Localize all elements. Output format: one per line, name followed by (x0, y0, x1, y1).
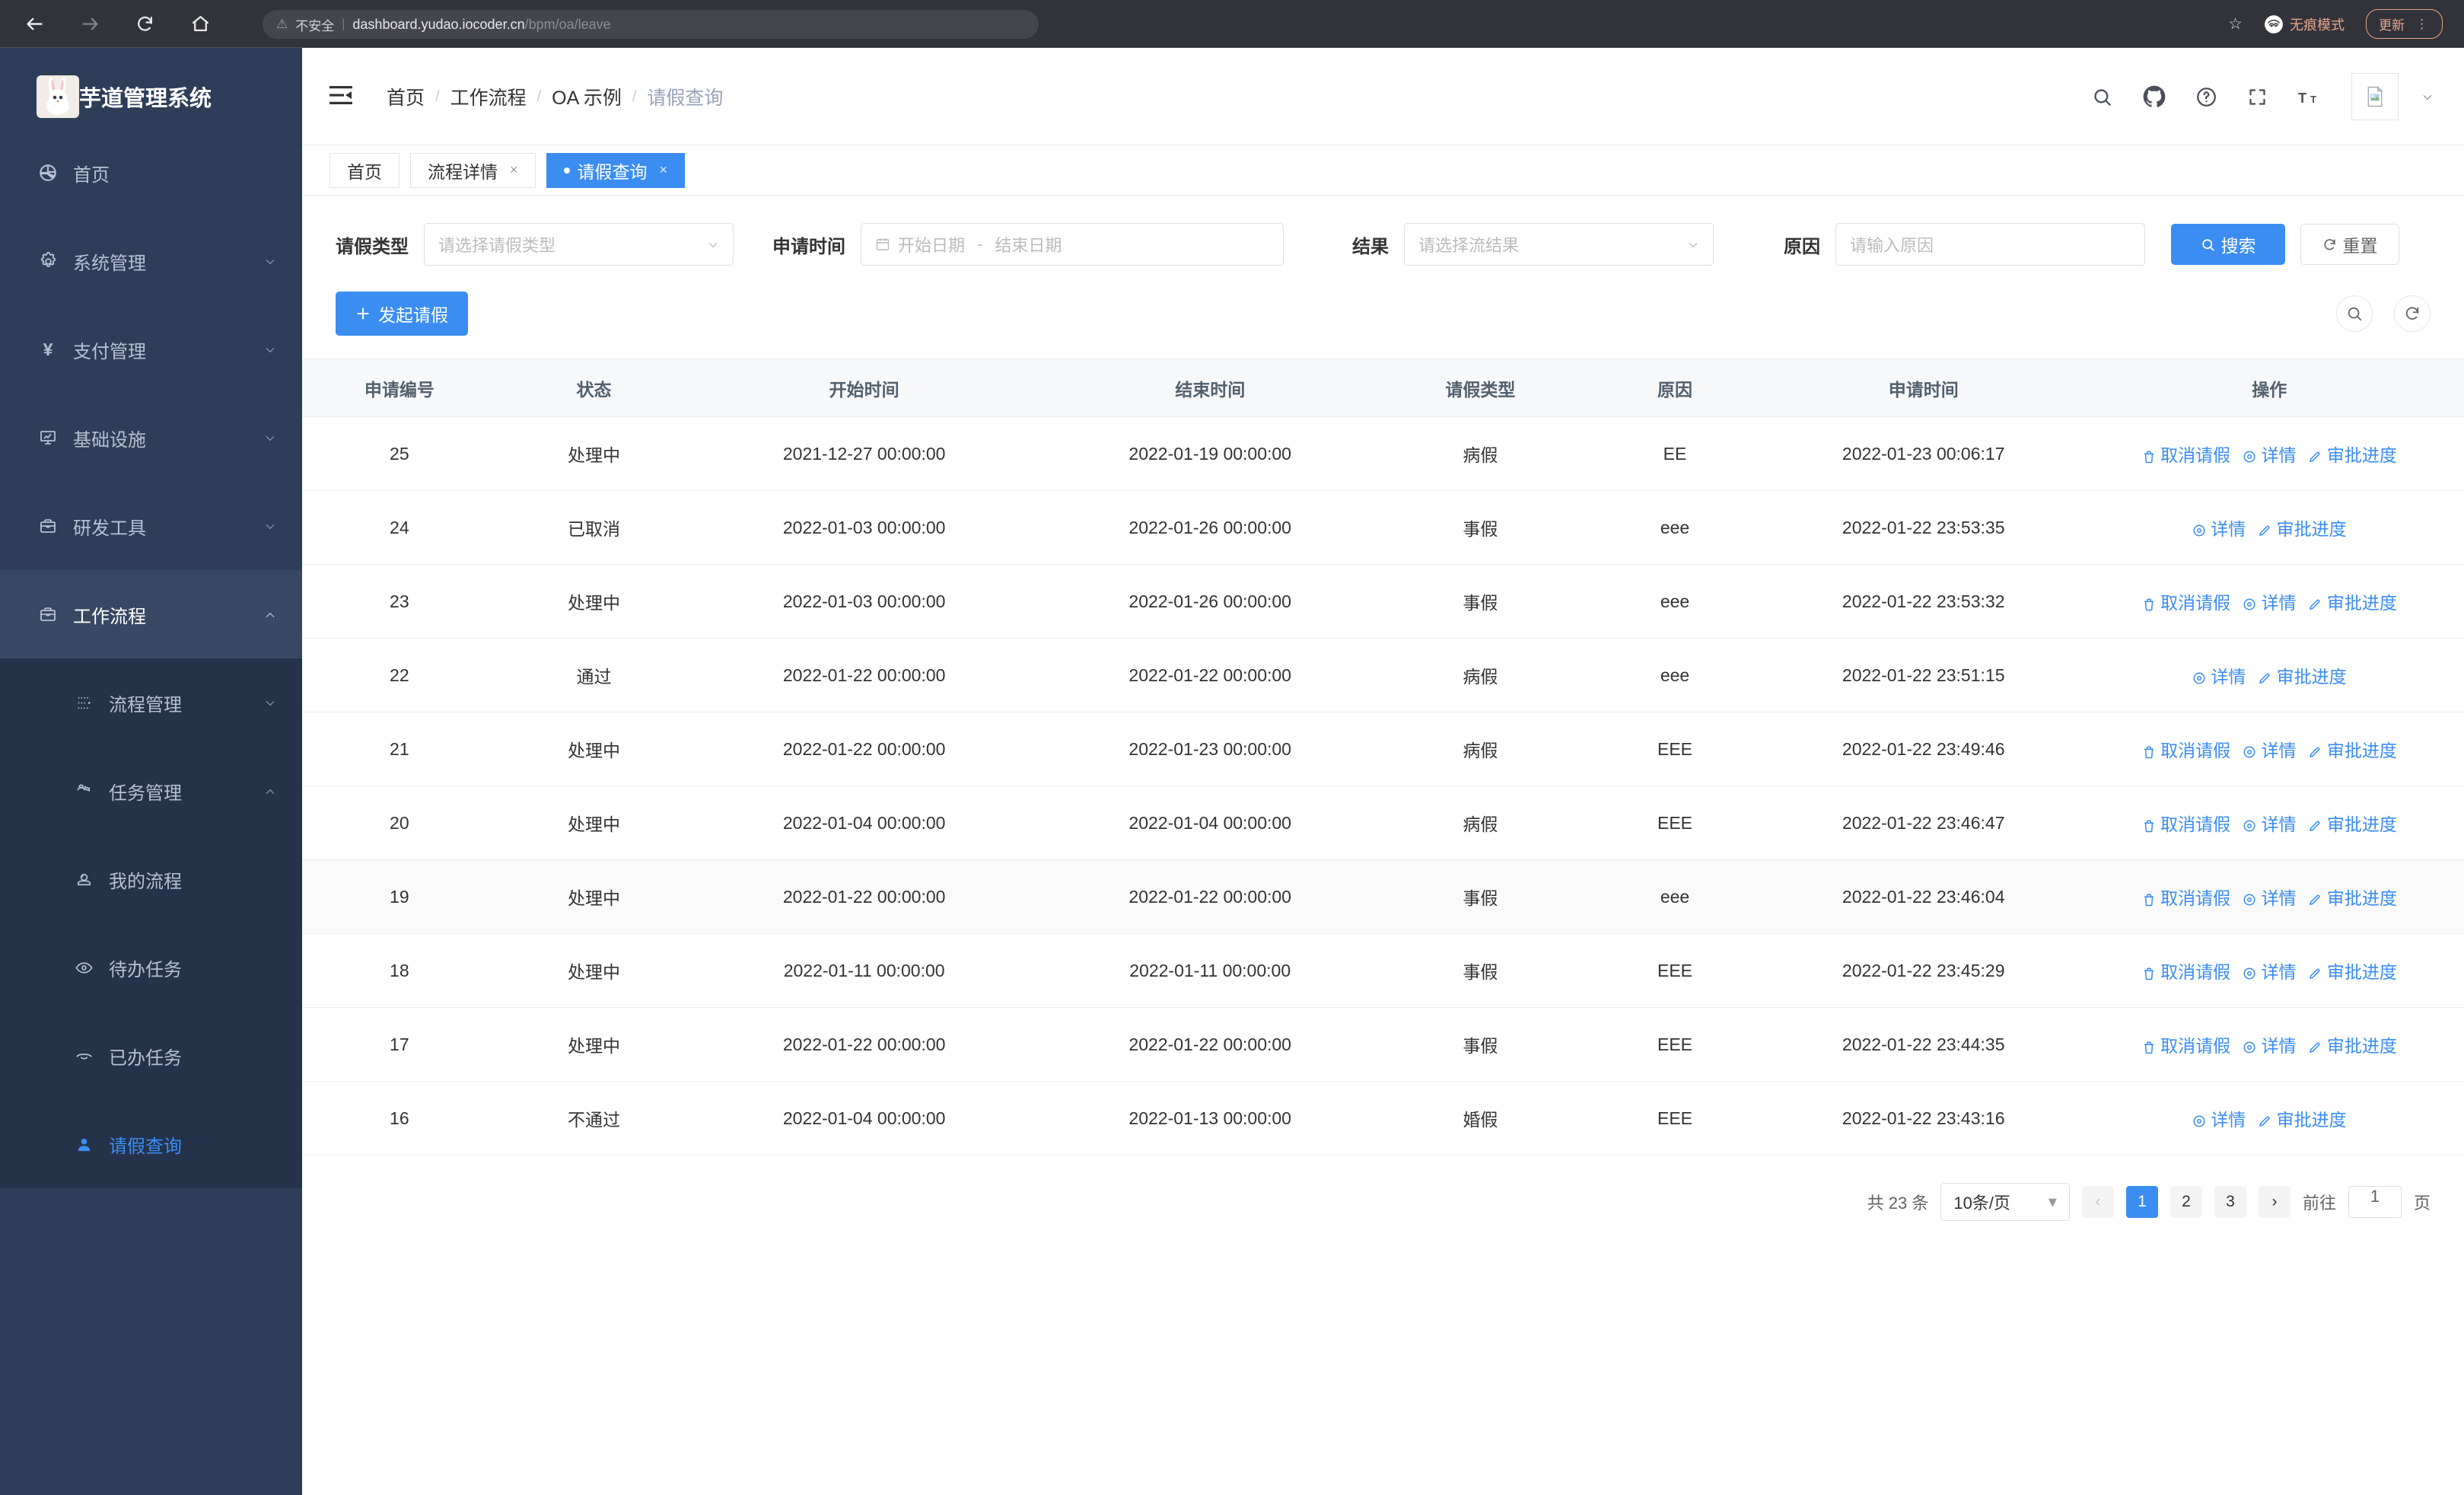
svg-text:T: T (2298, 91, 2306, 106)
svg-text:T: T (2310, 94, 2316, 105)
